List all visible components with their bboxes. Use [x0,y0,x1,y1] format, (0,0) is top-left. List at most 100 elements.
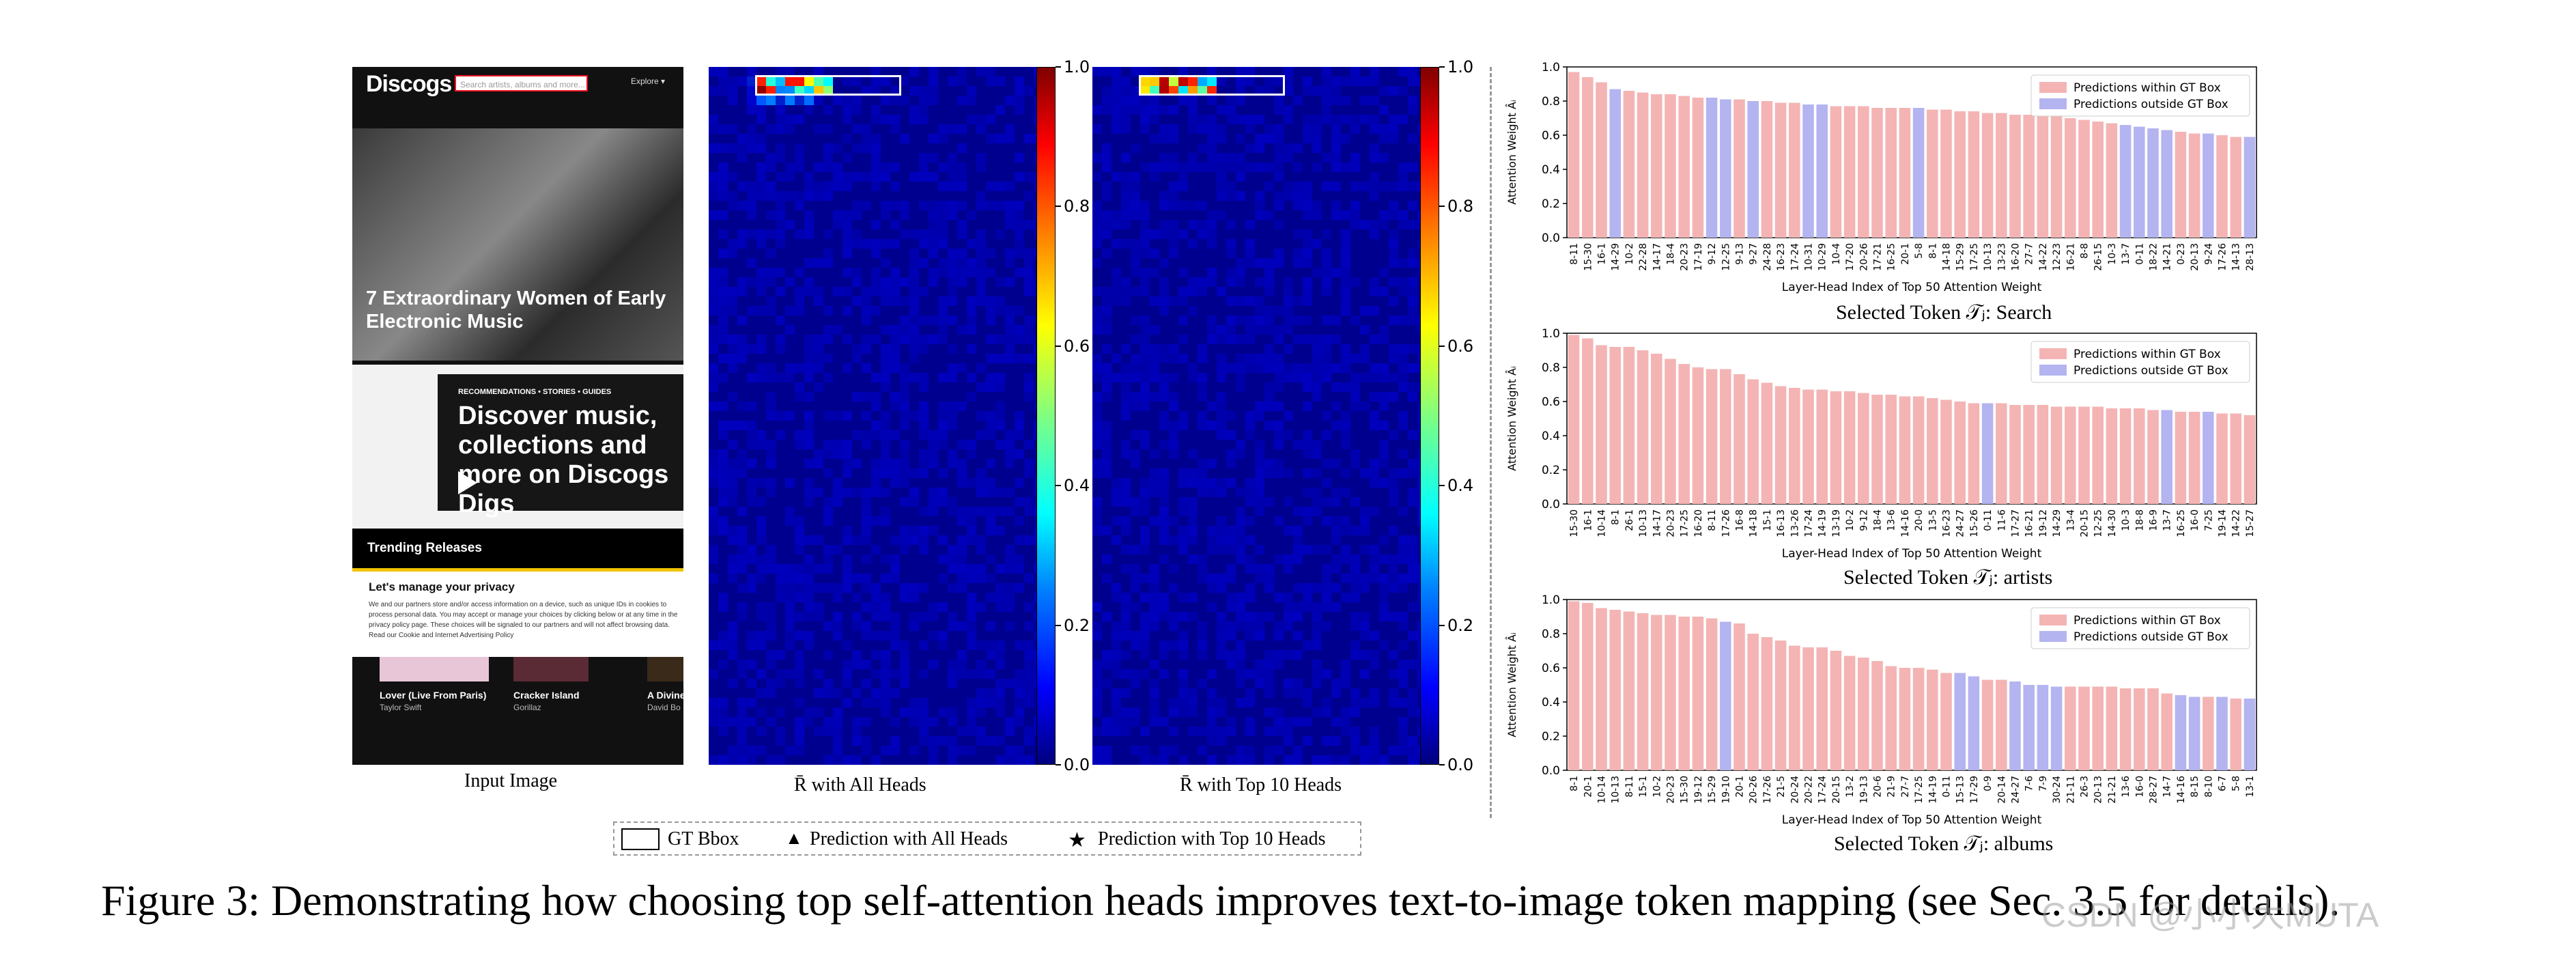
heatmap-cell [938,239,948,249]
heatmap-cell [747,402,756,411]
hero-title[interactable]: 7 Extraordinary Women of Early Electroni… [366,287,666,333]
heatmap-cell [976,191,986,201]
heatmap-cell [1121,115,1131,124]
heatmap-cell [1150,76,1159,86]
heatmap-cell [1331,335,1341,344]
heatmap-cell [823,258,833,268]
heatmap-cell [948,210,957,220]
heatmap-cell [1398,277,1408,287]
heatmap-cell [957,545,967,554]
heatmap-cell [1150,67,1159,76]
heatmap-cell [909,698,919,707]
heatmap-cell [938,315,948,325]
x-tick-label: 20-1 [1735,776,1746,798]
heatmap-cell [1092,411,1102,421]
heatmap-cell [1207,488,1217,497]
heatmap-cell [1188,516,1198,526]
colorbar-tick-label: 0.6 [1064,336,1090,356]
heatmap-cell [1331,564,1341,574]
heatmap-cell [1092,402,1102,411]
bar [1609,89,1621,238]
heatmap-cell [737,335,747,344]
bar [2065,406,2076,504]
heatmap-cell [1398,258,1408,268]
heatmap-cell [1274,717,1284,727]
album-title[interactable]: A Divine [647,690,683,701]
album-thumb[interactable] [380,657,489,681]
heatmap-cell [1121,516,1131,526]
heatmap-cell [776,96,785,105]
heatmap-cell [1015,335,1024,344]
heatmap-cell [948,660,957,669]
heatmap-cell [1408,688,1417,698]
heatmap-cell [1264,468,1274,478]
heatmap-cell [804,210,814,220]
heatmap-cell [843,287,852,296]
heatmap-cell [1121,650,1131,660]
heatmap-cell [718,296,728,306]
bar [2244,415,2256,504]
heatmap-cell [948,182,957,191]
heatmap-cell [1217,698,1226,707]
heatmap-cell [1236,650,1245,660]
heatmap-cell [1150,516,1159,526]
x-tick-label: 20-24 [1789,776,1800,804]
album-title[interactable]: Cracker Island [513,690,580,701]
bar [2134,408,2145,504]
heatmap-cell [1350,707,1360,717]
heatmap-cell [1398,315,1408,325]
heatmap-cell [986,249,995,258]
heatmap-cell [1379,593,1389,602]
heatmap-cell [1370,124,1379,134]
heatmap-cell [728,468,737,478]
heatmap-cell [967,239,976,249]
heatmap-cell [852,430,862,440]
x-tick-label: 17-27 [2011,509,2022,537]
heatmap-cell [862,315,871,325]
heatmap-cell [1178,755,1188,765]
heatmap-cell [766,631,776,641]
heatmap-cell [728,172,737,182]
heatmap-cell [986,478,995,488]
heatmap-cell [1255,402,1264,411]
heatmap-cell [1207,478,1217,488]
heatmap-cell [1255,163,1264,172]
heatmap-cell [1198,641,1207,650]
play-icon[interactable] [458,471,477,494]
heatmap-cell [929,736,938,746]
heatmap-cell [1207,698,1217,707]
heatmap-cell [871,306,881,315]
search-input[interactable]: Search artists, albums and more... [455,75,588,92]
heatmap-cell [1024,602,1034,612]
bar [2106,123,2118,238]
heatmap-cell [1178,507,1188,516]
heatmap-cell [1389,86,1398,96]
album-thumb[interactable] [513,657,589,681]
heatmap-cell [862,344,871,354]
heatmap-cell [1015,325,1024,335]
heatmap-cell [766,210,776,220]
heatmap-cell [929,210,938,220]
heatmap-cell [709,382,718,392]
heatmap-cell [747,134,756,143]
heatmap-cell [766,545,776,554]
heatmap-cell [1159,382,1169,392]
x-tick-label: 13-7 [2162,509,2173,531]
heatmap-cell [1131,430,1140,440]
bar [1858,393,1869,504]
heatmap-cell [1005,354,1015,363]
album-thumb[interactable] [647,657,683,681]
explore-menu[interactable]: Explore ▾ [631,76,666,86]
heatmap-cell [967,315,976,325]
heatmap-cell [1131,679,1140,688]
heatmap-cell [1341,76,1350,86]
album-title[interactable]: Lover (Live From Paris) [380,690,487,701]
heatmap-cell [1236,335,1245,344]
heatmap-cell [823,249,833,258]
heatmap-cell [823,153,833,163]
heatmap-cell [756,669,766,679]
heatmap-cell [1121,449,1131,459]
digs-banner[interactable] [438,374,683,511]
heatmap-cell [1331,124,1341,134]
heatmap-cell [795,382,804,392]
